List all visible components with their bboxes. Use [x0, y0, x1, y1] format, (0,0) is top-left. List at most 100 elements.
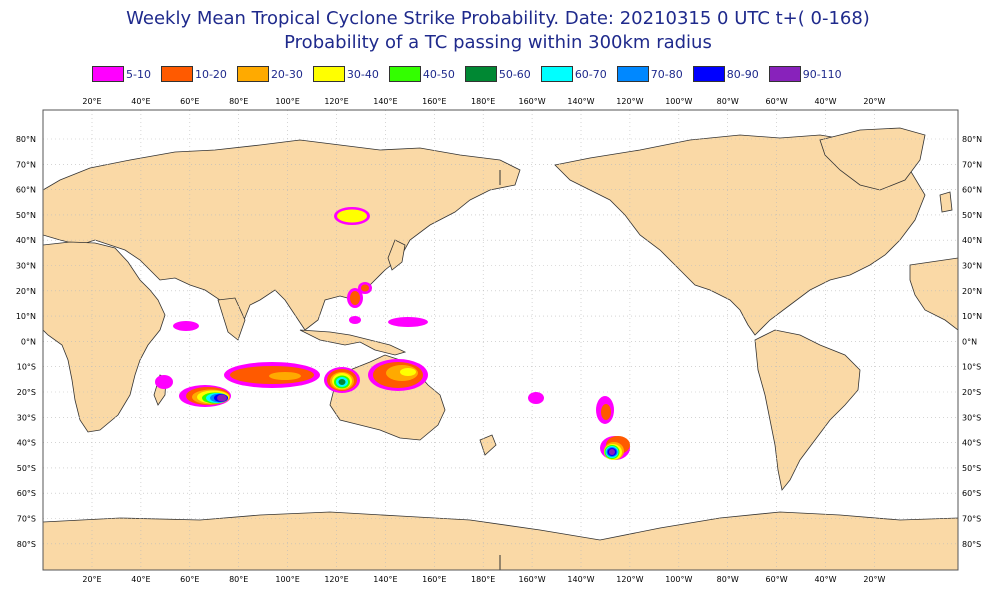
lat-label-left: 30°S [17, 413, 36, 422]
prob-area-cyclone-east-9 [609, 449, 615, 455]
legend-label: 40-50 [422, 67, 455, 81]
lon-label-bottom: 120°W [616, 575, 643, 584]
lat-label-left: 10°N [16, 312, 36, 321]
land-layer [43, 127, 958, 570]
probability-legend: 5-10 10-20 20-30 30-40 40-50 50-60 60-70 70-80 8… [92, 66, 852, 82]
lat-label-right: 0°N [962, 337, 977, 346]
legend-item: 40-50 [388, 66, 455, 82]
lon-label-bottom: 80°E [229, 575, 248, 584]
legend-swatch [464, 66, 497, 82]
legend-swatch [616, 66, 649, 82]
lat-label-left: 60°S [17, 489, 36, 498]
map-subtitle: Probability of a TC passing within 300km… [284, 32, 712, 53]
lon-label-top: 40°W [814, 97, 836, 106]
lat-label-right: 20°S [962, 388, 981, 397]
prob-area-borneo [349, 316, 361, 324]
prob-area-pacific-north-2 [601, 404, 611, 420]
legend-item: 20-30 [236, 66, 303, 82]
lon-label-bottom: 40°W [814, 575, 836, 584]
lon-label-top: 140°W [567, 97, 594, 106]
lat-label-left: 60°N [16, 186, 36, 195]
lon-label-top: 120°W [616, 97, 643, 106]
lon-label-bottom: 60°E [180, 575, 199, 584]
legend-label: 30-40 [346, 67, 379, 81]
lat-label-right: 40°N [962, 236, 982, 245]
lat-label-left: 20°S [17, 388, 36, 397]
legend-label: 5-10 [126, 67, 151, 81]
lat-label-right: 30°S [962, 413, 981, 422]
lon-label-bottom: 160°W [519, 575, 546, 584]
india-landmass [217, 297, 246, 341]
prob-area-indian-band-inner [269, 372, 301, 380]
legend-swatch [768, 66, 801, 82]
japan-islands [387, 239, 406, 271]
lon-label-top: 80°W [717, 97, 739, 106]
lon-label-bottom: 100°E [275, 575, 299, 584]
legend-swatch [312, 66, 345, 82]
british-isles [939, 191, 953, 213]
legend-label: 80-90 [726, 67, 759, 81]
legend-label: 70-80 [650, 67, 683, 81]
lon-label-bottom: 60°W [766, 575, 788, 584]
lon-label-top: 160°W [519, 97, 546, 106]
lon-label-bottom: 180°E [471, 575, 495, 584]
north-america-landmass [554, 134, 926, 336]
lon-label-bottom: 20°W [863, 575, 885, 584]
legend-item: 90-110 [768, 66, 842, 82]
greenland-landmass [819, 127, 926, 191]
lon-label-bottom: 140°W [567, 575, 594, 584]
prob-area-cyclone-west-9 [217, 394, 227, 402]
lon-label-top: 180°E [471, 97, 495, 106]
legend-swatch [388, 66, 421, 82]
legend-item: 30-40 [312, 66, 379, 82]
lat-label-left: 80°N [16, 135, 36, 144]
south-america-landmass [754, 329, 861, 491]
lon-label-top: 20°E [82, 97, 101, 106]
lat-label-left: 30°N [16, 262, 36, 271]
prob-area-coral-sea-4 [400, 368, 416, 376]
lon-label-top: 60°W [766, 97, 788, 106]
legend-swatch [540, 66, 573, 82]
lat-label-left: 50°N [16, 211, 36, 220]
lon-label-top: 160°E [422, 97, 446, 106]
lat-label-left: 70°S [17, 515, 36, 524]
eurasia-landmass [43, 139, 521, 331]
lat-label-left: 50°S [17, 464, 36, 473]
lat-label-right: 80°N [962, 135, 982, 144]
legend-item: 5-10 [92, 66, 151, 82]
lat-label-right: 80°S [962, 540, 981, 549]
legend-label: 60-70 [574, 67, 607, 81]
africa-landmass [43, 241, 166, 433]
lat-label-right: 70°S [962, 515, 981, 524]
legend-swatch [160, 66, 193, 82]
lon-label-top: 120°E [324, 97, 348, 106]
lat-label-right: 10°S [962, 363, 981, 372]
prob-area-south-pacific-small [528, 392, 544, 404]
lat-label-right: 70°N [962, 160, 982, 169]
lat-label-left: 0°N [21, 337, 36, 346]
lon-label-bottom: 120°E [324, 575, 348, 584]
map-title: Weekly Mean Tropical Cyclone Strike Prob… [126, 8, 870, 29]
legend-swatch [236, 66, 269, 82]
lon-label-top: 40°E [131, 97, 150, 106]
lon-label-bottom: 20°E [82, 575, 101, 584]
prob-area-philippines-b [350, 291, 360, 305]
lat-label-right: 20°N [962, 287, 982, 296]
prob-area-madagascar [155, 375, 173, 389]
legend-swatch [92, 66, 124, 82]
lat-label-left: 80°S [17, 540, 36, 549]
legend-label: 50-60 [498, 67, 531, 81]
lon-label-bottom: 160°E [422, 575, 446, 584]
prob-area-indian-ocean-small [173, 321, 199, 331]
legend-swatch [692, 66, 725, 82]
prob-area-mongolia-inner [337, 209, 367, 223]
lon-label-bottom: 40°E [131, 575, 150, 584]
legend-item: 60-70 [540, 66, 607, 82]
legend-item: 80-90 [692, 66, 759, 82]
legend-item: 10-20 [160, 66, 227, 82]
lat-label-right: 50°N [962, 211, 982, 220]
lon-label-top: 140°E [373, 97, 397, 106]
lon-label-top: 100°W [665, 97, 692, 106]
lon-label-bottom: 80°W [717, 575, 739, 584]
